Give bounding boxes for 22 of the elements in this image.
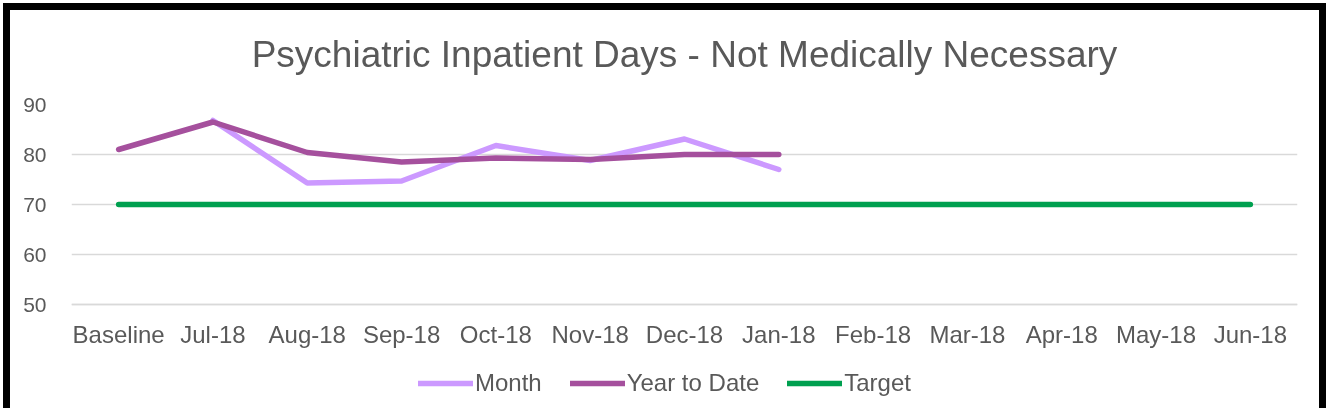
x-tick-label: Jan-18 (742, 320, 816, 348)
x-tick-label: Oct-18 (459, 320, 532, 348)
legend-label: Month (475, 369, 542, 397)
x-tick-label: Apr-18 (1025, 320, 1098, 348)
x-tick-label: May-18 (1116, 320, 1197, 348)
y-tick-label: 90 (23, 92, 47, 116)
x-tick-label: Jul-18 (180, 320, 246, 348)
chart-title: Psychiatric Inpatient Days - Not Medically Necessary (251, 34, 1118, 75)
legend-label: Year to Date (626, 369, 760, 397)
y-tick-label: 70 (23, 192, 47, 216)
x-tick-label: Jun-18 (1213, 320, 1288, 348)
x-tick-label: Nov-18 (551, 320, 629, 348)
y-tick-label: 80 (23, 142, 47, 166)
x-tick-label: Sep-18 (362, 320, 441, 348)
x-tick-label: Aug-18 (268, 320, 346, 348)
x-tick-label: Baseline (72, 320, 165, 348)
x-tick-label: Mar-18 (929, 320, 1006, 348)
x-tick-label: Feb-18 (835, 320, 912, 348)
legend-label: Target (844, 369, 911, 397)
y-tick-label: 60 (23, 242, 47, 266)
y-tick-label: 50 (23, 292, 47, 316)
x-tick-label: Dec-18 (645, 320, 724, 348)
